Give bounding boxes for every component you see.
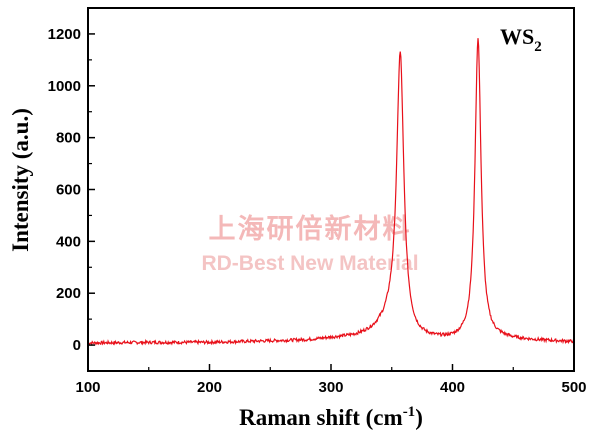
x-tick-label: 200 [197,379,222,396]
y-tick-label: 600 [56,182,81,199]
x-axis-title-text: Raman shift (cm [239,405,403,430]
y-tick-label: 800 [56,130,81,147]
watermark-chinese: 上海研倍新材料 [209,213,412,245]
x-tick-label: 500 [561,379,586,396]
plot-frame [87,7,575,372]
y-tick-label: 400 [56,233,81,250]
x-tick-label: 100 [75,379,100,396]
x-axis-title-close: ) [415,405,423,430]
x-axis-title: Raman shift (cm-1) [239,404,423,430]
watermark: 上海研倍新材料 RD-Best New Material [201,213,418,275]
ws2-annotation: WS2 [500,24,542,55]
y-axis-title: Intensity (a.u.) [8,108,33,252]
y-tick-label: 1000 [48,78,81,95]
annotation-subscript: 2 [534,39,542,55]
x-axis-ticks: 100 200 300 400 500 [75,364,587,396]
spectrum-line [87,38,575,347]
x-tick-label: 400 [440,379,465,396]
x-tick-label: 300 [318,379,343,396]
y-axis-ticks: 0 200 400 600 800 1000 1200 [48,26,95,372]
y-tick-label: 0 [73,337,81,354]
annotation-text: WS [500,24,534,49]
y-tick-label: 200 [56,285,81,302]
x-axis-title-superscript: -1 [403,404,416,420]
watermark-english: RD-Best New Material [201,252,418,275]
y-tick-label: 1200 [48,26,81,43]
